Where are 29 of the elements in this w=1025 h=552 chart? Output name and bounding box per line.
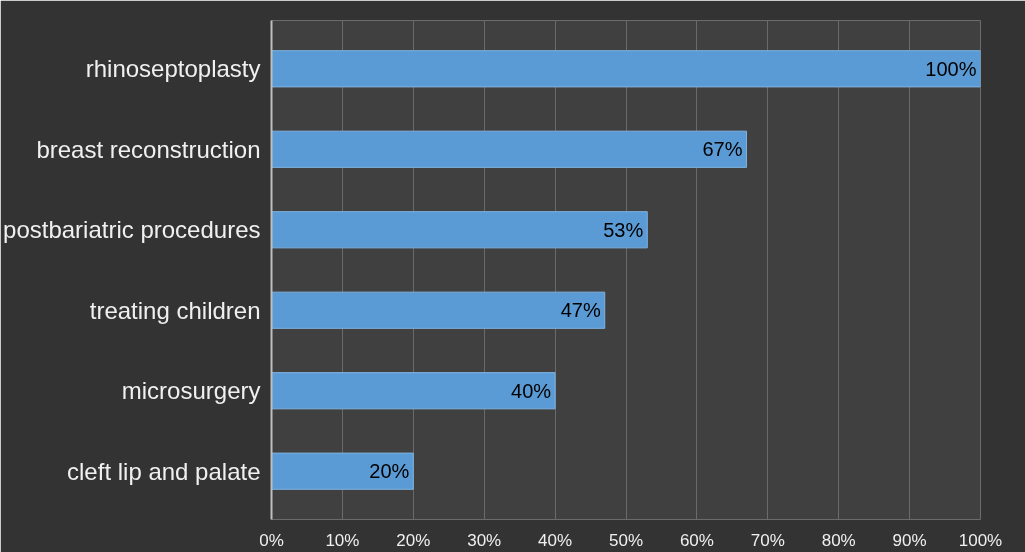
x-tick-label: 70% <box>750 530 785 550</box>
bar <box>271 130 748 168</box>
bar <box>271 291 606 329</box>
data-label: 47% <box>560 299 601 322</box>
x-tick-label: 100% <box>958 530 1003 550</box>
y-tick-label: breast reconstruction <box>36 135 261 163</box>
x-tick-label: 80% <box>821 530 856 550</box>
y-tick-label: cleft lip and palate <box>67 457 261 485</box>
x-tick-label: 20% <box>396 530 431 550</box>
x-tick-label: 90% <box>892 530 927 550</box>
x-tick-label: 10% <box>325 530 360 550</box>
x-tick-label: 60% <box>679 530 714 550</box>
data-label: 100% <box>925 57 977 80</box>
bar <box>271 50 981 88</box>
x-tick-label: 0% <box>259 530 284 550</box>
data-label: 40% <box>511 379 552 402</box>
bar <box>271 452 414 490</box>
y-tick-label: postbariatric procedures <box>3 216 261 244</box>
data-label: 53% <box>603 218 644 241</box>
x-tick-label: 40% <box>538 530 573 550</box>
y-tick-label: rhinoseptoplasty <box>85 55 261 83</box>
bar <box>271 211 648 249</box>
data-label: 67% <box>702 138 743 161</box>
bar <box>271 372 556 410</box>
x-tick-label: 30% <box>467 530 502 550</box>
data-label: 20% <box>369 460 410 483</box>
y-tick-label: microsurgery <box>121 377 261 405</box>
x-tick-label: 50% <box>608 530 644 550</box>
y-tick-label: treating children <box>89 296 261 324</box>
